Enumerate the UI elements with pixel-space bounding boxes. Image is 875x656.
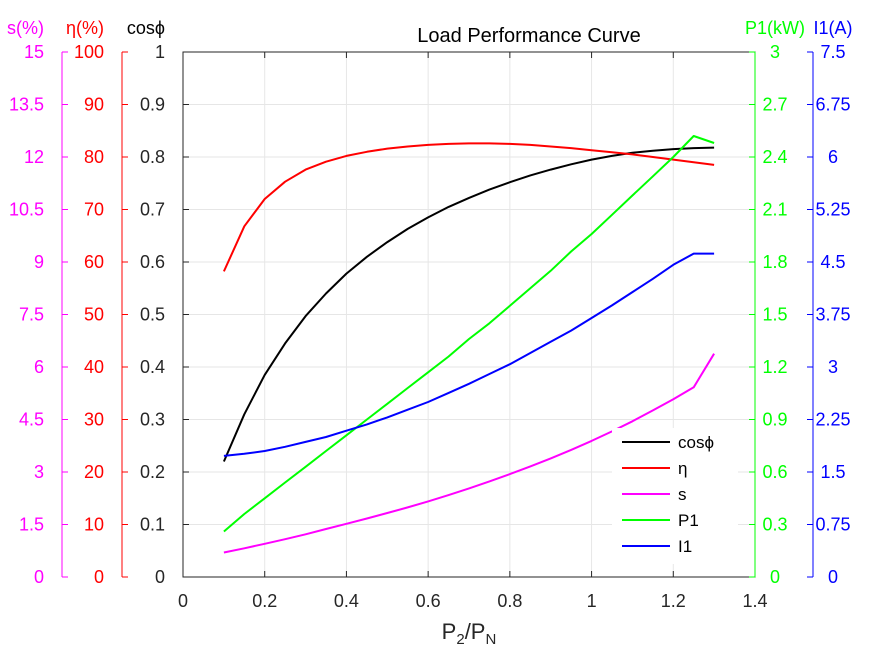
legend-label-2: s bbox=[678, 485, 687, 504]
y-tick-label-p1-4: 1.2 bbox=[762, 357, 787, 377]
legend-box bbox=[612, 428, 738, 564]
y-tick-label-s-3: 4.5 bbox=[19, 410, 44, 430]
y-tick-label-p1-0: 0 bbox=[770, 567, 780, 587]
y-tick-label-i1-10: 7.5 bbox=[820, 42, 845, 62]
y-tick-label-eta-10: 100 bbox=[74, 42, 104, 62]
y-tick-label-eta-9: 90 bbox=[84, 95, 104, 115]
x-label-sub1: 2 bbox=[456, 631, 464, 648]
y-tick-label-i1-6: 4.5 bbox=[820, 252, 845, 272]
y-tick-label-i1-4: 3 bbox=[828, 357, 838, 377]
series bbox=[222, 135, 715, 554]
y-tick-label-cos-4: 0.4 bbox=[140, 357, 165, 377]
x-tick-label-5: 1 bbox=[587, 591, 597, 611]
y-tick-label-eta-4: 40 bbox=[84, 357, 104, 377]
legend-label-4: I1 bbox=[678, 537, 692, 556]
x-axis-label: P2/PN bbox=[442, 619, 497, 648]
y-tick-label-i1-0: 0 bbox=[828, 567, 838, 587]
y-tick-label-s-7: 10.5 bbox=[9, 200, 44, 220]
y-tick-label-i1-2: 1.5 bbox=[820, 462, 845, 482]
x-tick-label-7: 1.4 bbox=[742, 591, 767, 611]
y-tick-label-eta-2: 20 bbox=[84, 462, 104, 482]
x-label-sub2: N bbox=[485, 631, 496, 648]
y-tick-label-s-1: 1.5 bbox=[19, 515, 44, 535]
series-line-cos bbox=[222, 146, 715, 462]
y-tick-label-cos-5: 0.5 bbox=[140, 305, 165, 325]
series-line-s bbox=[223, 353, 715, 554]
y-axis-title-eta: η(%) bbox=[66, 18, 104, 38]
y-tick-label-s-2: 3 bbox=[34, 462, 44, 482]
x-tick-label-0: 0 bbox=[178, 591, 188, 611]
y-tick-label-s-10: 15 bbox=[24, 42, 44, 62]
y-tick-label-cos-1: 0.1 bbox=[140, 515, 165, 535]
y-tick-label-eta-5: 50 bbox=[84, 305, 104, 325]
y-tick-label-cos-9: 0.9 bbox=[140, 95, 165, 115]
y-axis-eta: 0 10 20 30 40 50 60 70 80 90 100 η(%) bbox=[66, 18, 128, 587]
series-line-eta bbox=[222, 142, 715, 272]
legend-label-0: cosϕ bbox=[678, 433, 714, 452]
y-tick-label-eta-3: 30 bbox=[84, 410, 104, 430]
y-axis-title-s: s(%) bbox=[7, 18, 44, 38]
y-tick-label-s-0: 0 bbox=[34, 567, 44, 587]
y-tick-label-eta-6: 60 bbox=[84, 252, 104, 272]
y-tick-label-p1-2: 0.6 bbox=[762, 462, 787, 482]
x-tick-label-1: 0.2 bbox=[252, 591, 277, 611]
x-tick-label-4: 0.8 bbox=[497, 591, 522, 611]
y-tick-label-p1-3: 0.9 bbox=[762, 410, 787, 430]
axes: 0 0.2 0.4 0.6 0.8 1 1.2 1.401.534.567.5910.5121… bbox=[7, 18, 853, 611]
y-axis-title-i1: I1(A) bbox=[813, 18, 852, 38]
y-tick-label-cos-10: 1 bbox=[155, 42, 165, 62]
legend: cosϕ ηs P1 I1 bbox=[612, 428, 738, 564]
x-tick-label-6: 1.2 bbox=[661, 591, 686, 611]
y-tick-label-eta-7: 70 bbox=[84, 200, 104, 220]
x-label-slash: /P bbox=[465, 619, 486, 644]
y-tick-label-i1-9: 6.75 bbox=[815, 95, 850, 115]
y-tick-label-cos-7: 0.7 bbox=[140, 200, 165, 220]
y-tick-label-eta-8: 80 bbox=[84, 147, 104, 167]
x-tick-label-3: 0.6 bbox=[416, 591, 441, 611]
x-tick-label-2: 0.4 bbox=[334, 591, 359, 611]
y-tick-label-p1-1: 0.3 bbox=[762, 515, 787, 535]
y-tick-label-i1-1: 0.75 bbox=[815, 515, 850, 535]
grid bbox=[182, 51, 756, 578]
y-axis-title-p1: P1(kW) bbox=[745, 18, 805, 38]
y-tick-label-p1-9: 2.7 bbox=[762, 95, 787, 115]
y-tick-label-p1-6: 1.8 bbox=[762, 252, 787, 272]
y-axis-title-cos: cosϕ bbox=[127, 18, 165, 38]
series-line-i1 bbox=[223, 252, 715, 457]
y-tick-label-i1-5: 3.75 bbox=[815, 305, 850, 325]
chart-title: Load Performance Curve bbox=[417, 25, 640, 47]
y-tick-label-cos-3: 0.3 bbox=[140, 410, 165, 430]
y-axis-cos: 0 0.1 0.2 0.3 0.4 0.5 0.6 0.7 0.8 0.9 1 cosϕ bbox=[127, 18, 189, 587]
y-tick-label-p1-8: 2.4 bbox=[762, 147, 787, 167]
y-axis-s: 0 1.5 3 4.5 6 7.5 9 10.5 12 13.5 15 s(%) bbox=[7, 18, 68, 587]
y-tick-label-s-8: 12 bbox=[24, 147, 44, 167]
y-tick-label-p1-7: 2.1 bbox=[762, 200, 787, 220]
x-label-main: P bbox=[442, 619, 457, 644]
y-tick-label-i1-7: 5.25 bbox=[815, 200, 850, 220]
y-axis-p1: 0 0.3 0.6 0.9 1.2 1.5 1.8 2.1 2.4 2.7 3 P1(kW) bbox=[745, 18, 805, 587]
y-tick-label-cos-2: 0.2 bbox=[140, 462, 165, 482]
y-axis-i1: 0 0.75 1.5 2.25 3 3.75 4.5 5.25 6 6.75 7.5 I1(A) bbox=[807, 18, 853, 587]
y-tick-label-s-9: 13.5 bbox=[9, 95, 44, 115]
legend-label-1: η bbox=[678, 459, 687, 478]
y-tick-label-i1-3: 2.25 bbox=[815, 410, 850, 430]
y-tick-label-cos-6: 0.6 bbox=[140, 252, 165, 272]
y-tick-label-p1-5: 1.5 bbox=[762, 305, 787, 325]
y-tick-label-s-6: 9 bbox=[34, 252, 44, 272]
y-tick-label-s-4: 6 bbox=[34, 357, 44, 377]
y-tick-label-cos-0: 0 bbox=[155, 567, 165, 587]
legend-label-3: P1 bbox=[678, 511, 699, 530]
y-tick-label-eta-0: 0 bbox=[94, 567, 104, 587]
y-tick-label-cos-8: 0.8 bbox=[140, 147, 165, 167]
series-line-p1 bbox=[223, 135, 715, 533]
y-tick-label-s-5: 7.5 bbox=[19, 305, 44, 325]
y-tick-label-i1-8: 6 bbox=[828, 147, 838, 167]
y-tick-label-p1-10: 3 bbox=[770, 42, 780, 62]
y-tick-label-eta-1: 10 bbox=[84, 515, 104, 535]
